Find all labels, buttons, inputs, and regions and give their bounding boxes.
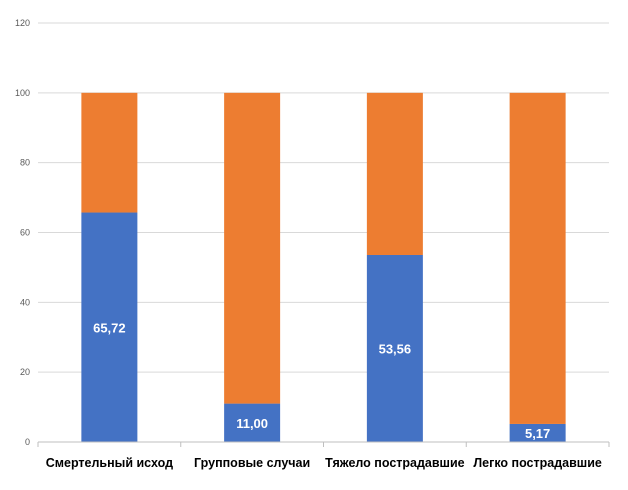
bars <box>81 92 566 442</box>
bar-segment <box>509 92 566 424</box>
data-labels: 65,72 11,00 53,56 5,17 <box>93 320 550 441</box>
y-tick-label: 40 <box>20 297 30 307</box>
data-label: 53,56 <box>379 341 412 356</box>
bar-segment <box>224 403 281 442</box>
y-axis-ticks: 0 20 40 60 80 100 120 <box>15 18 30 447</box>
bar-segment <box>224 92 281 404</box>
y-tick-label: 80 <box>20 158 30 168</box>
bar-segment <box>509 423 566 442</box>
x-category-label: Тяжело пострадавшие <box>325 456 465 470</box>
y-tick-label: 60 <box>20 228 30 238</box>
bar-segment <box>366 92 423 255</box>
x-category-label: Групповые случаи <box>194 456 310 470</box>
y-tick-label: 20 <box>20 367 30 377</box>
data-label: 65,72 <box>93 320 126 335</box>
data-label: 5,17 <box>525 426 550 441</box>
x-category-label: Легко пострадавшие <box>473 456 601 470</box>
x-category-label: Смертельный исход <box>46 456 173 470</box>
bar-segment <box>81 212 138 442</box>
y-tick-label: 120 <box>15 18 30 28</box>
bar-segment <box>81 92 138 213</box>
data-label: 11,00 <box>236 416 268 431</box>
bar-segment <box>366 254 423 442</box>
y-tick-label: 0 <box>25 437 30 447</box>
x-axis: Смертельный исход Групповые случаи Тяжело … <box>37 441 610 470</box>
y-tick-label: 100 <box>15 88 30 98</box>
